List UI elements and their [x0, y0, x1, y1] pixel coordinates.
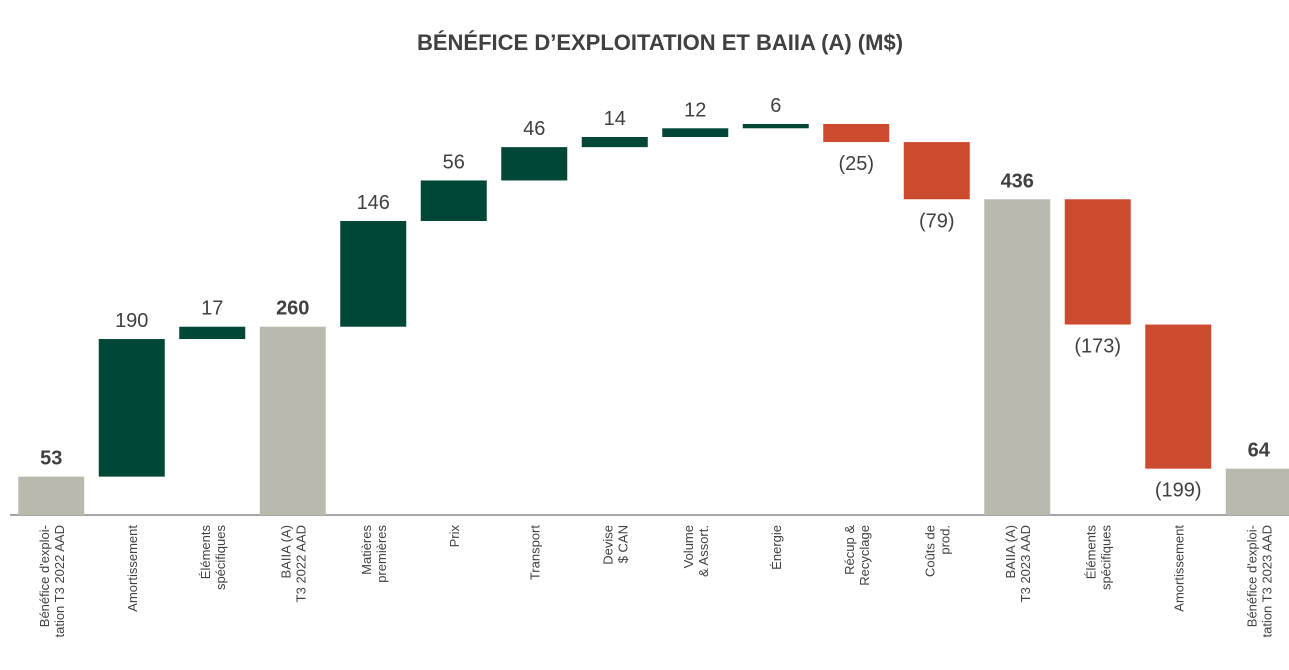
- x-tick-label: Recyclage: [857, 525, 872, 586]
- bar: [662, 128, 729, 137]
- x-tick-label: spécifiques: [1098, 525, 1113, 591]
- value-label: (79): [919, 210, 955, 232]
- x-tick-label: Énergie: [769, 525, 784, 570]
- value-label: 64: [1248, 440, 1271, 462]
- x-tick-label: premières: [374, 525, 389, 583]
- x-tick-label: $ CAN: [615, 525, 630, 563]
- x-tick-label: T3 2023 AAD: [1018, 525, 1033, 602]
- chart-title: BÉNÉFICE D’EXPLOITATION ET BAIIA (A) (M$…: [417, 30, 903, 55]
- bar: [984, 199, 1051, 515]
- x-tick-label: Amortissement: [125, 525, 140, 612]
- bar: [420, 180, 487, 221]
- bar: [18, 476, 85, 515]
- x-tick-label: spécifiques: [213, 525, 228, 591]
- value-label: 53: [40, 448, 62, 470]
- x-tick-label: Devise: [600, 525, 615, 565]
- x-tick-label: tation T3 2022 AAD: [52, 525, 67, 638]
- x-tick-label: & Assort.: [696, 525, 711, 577]
- bar: [823, 123, 890, 143]
- value-label: 190: [115, 310, 148, 332]
- value-label: 6: [770, 95, 781, 117]
- bar: [742, 123, 809, 129]
- value-label: 260: [276, 298, 309, 320]
- bar: [1064, 199, 1131, 325]
- x-tick-label: Coûts de: [922, 525, 937, 577]
- value-label: 436: [1001, 170, 1034, 192]
- x-tick-label: Amortissement: [1171, 525, 1186, 612]
- x-tick-label: Bénéfice d'exploi-: [1244, 525, 1259, 627]
- value-label: 12: [684, 99, 706, 121]
- value-label: (199): [1155, 480, 1202, 502]
- x-tick-label: Transport: [527, 525, 542, 581]
- value-label: (173): [1074, 336, 1121, 358]
- x-tick-label: Volume: [681, 525, 696, 568]
- bar: [179, 326, 246, 340]
- x-tick-label: Prix: [447, 525, 462, 548]
- bar: [501, 147, 568, 181]
- bar: [340, 221, 407, 327]
- value-label: (25): [838, 153, 874, 175]
- value-label: 56: [443, 151, 465, 173]
- x-tick-label: Récup &: [842, 525, 857, 575]
- x-tick-label: tation T3 2023 AAD: [1259, 525, 1274, 638]
- value-label: 46: [523, 118, 545, 140]
- bar: [1225, 468, 1289, 515]
- x-tick-label: prod.: [937, 525, 952, 555]
- value-label: 17: [201, 298, 223, 320]
- bar: [581, 137, 648, 148]
- x-tick-label: BAIIA (A): [278, 525, 293, 578]
- bar: [903, 142, 970, 200]
- value-label: 14: [604, 108, 626, 130]
- x-tick-label: Éléments: [198, 525, 213, 580]
- value-label: 146: [357, 192, 390, 214]
- x-tick-label: BAIIA (A): [1003, 525, 1018, 578]
- bar: [98, 339, 165, 477]
- x-tick-label: Matières: [359, 525, 374, 575]
- bar: [259, 326, 326, 515]
- x-tick-label: T3 2022 AAD: [293, 525, 308, 602]
- bar: [1145, 324, 1212, 469]
- x-tick-label: Éléments: [1083, 525, 1098, 580]
- x-tick-label: Bénéfice d'exploi-: [37, 525, 52, 627]
